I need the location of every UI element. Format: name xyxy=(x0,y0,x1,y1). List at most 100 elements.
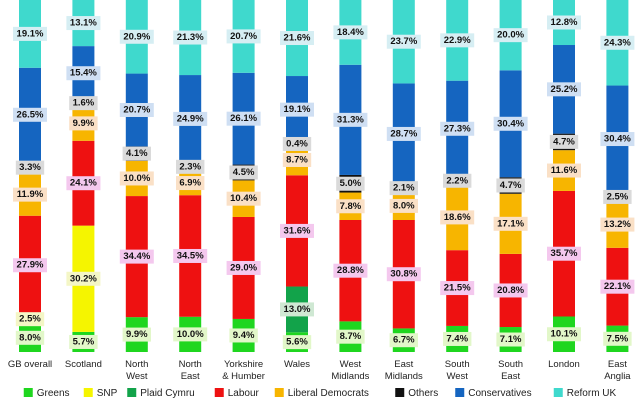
legend-swatch xyxy=(127,388,137,397)
data-label-background xyxy=(282,335,312,350)
data-label-liberal-democrats: 10.0% xyxy=(119,171,154,186)
data-label-text: 21.6% xyxy=(284,33,311,44)
legend-label: Reform UK xyxy=(567,388,617,399)
data-labels-layer: 8.0% 2.5% 27.9% 11.9% 3.3% 26.5% 19.1% 5.7% 30.2… xyxy=(13,15,635,350)
data-label-text: 30.8% xyxy=(390,269,417,280)
data-label-greens: 5.7% xyxy=(69,334,98,349)
legend-swatch xyxy=(553,388,563,397)
data-label-liberal-democrats: 11.9% xyxy=(13,187,47,202)
data-label-background xyxy=(603,189,632,204)
data-label-reform-uk: 12.8% xyxy=(547,15,581,30)
data-label-text: 9.4% xyxy=(233,330,255,341)
data-label-background xyxy=(336,176,365,191)
category-label: GB overall xyxy=(8,359,52,370)
data-label-background xyxy=(386,267,421,282)
data-label-background xyxy=(336,199,365,214)
data-label-text: 2.5% xyxy=(607,191,629,202)
category-label: North East xyxy=(179,359,202,382)
data-label-background xyxy=(13,26,47,41)
category-label: North West xyxy=(125,359,148,382)
data-label-text: 10.0% xyxy=(177,329,204,340)
data-label-background xyxy=(386,34,421,49)
data-label-liberal-democrats: 9.9% xyxy=(69,116,98,131)
data-label-text: 24.1% xyxy=(70,178,97,189)
data-label-text: 27.9% xyxy=(17,260,44,271)
legend-label: Labour xyxy=(228,388,260,399)
data-label-others: 2.3% xyxy=(176,159,205,174)
data-label-text: 21.3% xyxy=(177,32,204,43)
data-label-others: 4.7% xyxy=(549,134,579,149)
data-label-text: 7.5% xyxy=(607,333,629,344)
data-label-labour: 22.1% xyxy=(600,279,635,294)
data-label-background xyxy=(69,116,98,131)
data-label-liberal-democrats: 13.2% xyxy=(600,217,635,232)
legend-item-labour: Labour xyxy=(214,388,260,399)
data-label-conservatives: 19.1% xyxy=(280,102,314,117)
legend-swatch xyxy=(455,388,465,397)
data-label-liberal-democrats: 10.4% xyxy=(226,191,261,206)
data-label-background xyxy=(443,173,472,188)
data-label-reform-uk: 20.9% xyxy=(119,29,154,44)
data-label-text: 12.8% xyxy=(551,17,578,28)
data-label-conservatives: 31.3% xyxy=(333,112,368,127)
data-label-text: 20.7% xyxy=(230,31,257,42)
data-label-conservatives: 28.7% xyxy=(386,126,421,141)
legend-item-others: Others xyxy=(395,388,438,399)
data-label-liberal-democrats: 11.6% xyxy=(547,163,581,178)
data-label-background xyxy=(496,332,525,347)
data-label-conservatives: 30.4% xyxy=(493,116,528,131)
data-label-background xyxy=(603,331,632,346)
data-label-background xyxy=(69,96,98,111)
legend-swatch xyxy=(214,388,224,397)
data-label-background xyxy=(440,121,475,136)
legend-swatch xyxy=(274,388,284,397)
data-label-others: 2.1% xyxy=(389,181,418,196)
data-label-background xyxy=(15,160,45,175)
data-label-background xyxy=(13,107,47,122)
data-label-text: 13.0% xyxy=(284,304,311,315)
data-label-text: 18.6% xyxy=(444,212,471,223)
data-label-reform-uk: 22.9% xyxy=(440,33,475,48)
data-label-conservatives: 15.4% xyxy=(66,66,101,81)
data-label-labour: 28.8% xyxy=(333,263,368,278)
data-label-background xyxy=(547,246,581,261)
data-label-background xyxy=(280,302,314,317)
data-label-text: 6.9% xyxy=(179,178,201,189)
data-label-background xyxy=(280,31,314,46)
data-label-liberal-democrats: 7.8% xyxy=(336,199,365,214)
data-label-text: 8.7% xyxy=(286,154,308,165)
data-label-background xyxy=(547,327,581,342)
data-label-background xyxy=(389,198,418,213)
data-label-background xyxy=(333,112,368,127)
data-label-text: 21.5% xyxy=(444,283,471,294)
data-label-text: 8.0% xyxy=(19,332,41,343)
data-label-labour: 20.8% xyxy=(493,283,528,298)
data-label-background xyxy=(66,176,101,191)
data-label-text: 4.5% xyxy=(233,167,255,178)
category-label: London xyxy=(548,359,580,370)
bars-layer xyxy=(19,0,629,352)
data-label-background xyxy=(66,16,101,31)
data-label-background xyxy=(173,111,208,126)
category-label: South West xyxy=(445,359,470,382)
data-label-background xyxy=(440,33,475,48)
data-label-background xyxy=(600,279,635,294)
data-label-liberal-democrats: 8.0% xyxy=(389,198,418,213)
data-label-greens: 10.0% xyxy=(173,327,208,342)
data-label-background xyxy=(493,216,528,231)
data-label-background xyxy=(69,334,98,349)
legend: Greens SNP Plaid Cymru Labour Liberal Democr… xyxy=(23,388,617,399)
data-label-conservatives: 26.5% xyxy=(13,107,47,122)
category-axis-labels: GB overall Scotland North West North East York… xyxy=(8,359,631,382)
data-label-background xyxy=(443,331,472,346)
data-label-text: 18.4% xyxy=(337,27,364,38)
data-label-background xyxy=(226,191,261,206)
data-label-background xyxy=(547,163,581,178)
data-label-text: 20.7% xyxy=(123,105,150,116)
data-label-greens: 10.1% xyxy=(547,327,581,342)
data-label-liberal-democrats: 8.7% xyxy=(282,152,312,167)
data-label-background xyxy=(600,35,635,50)
data-label-reform-uk: 21.6% xyxy=(280,31,314,46)
legend-label: Greens xyxy=(37,388,70,399)
data-label-text: 11.9% xyxy=(17,189,44,200)
